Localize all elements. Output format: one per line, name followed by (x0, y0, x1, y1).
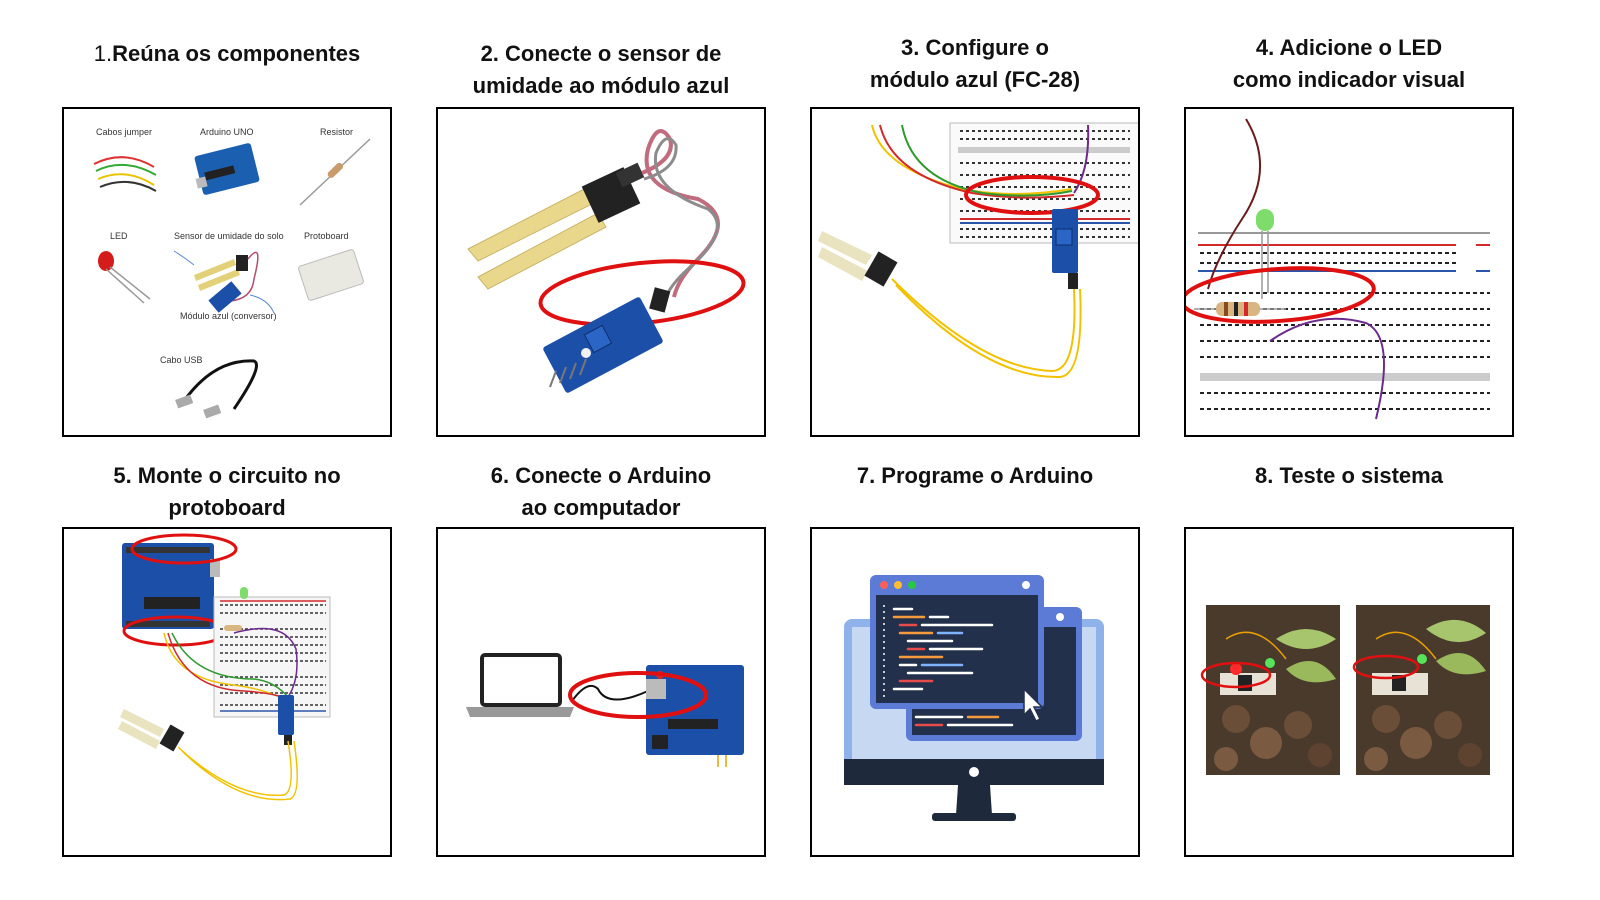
arduino-board-icon (194, 143, 260, 195)
label-led: LED (110, 231, 128, 241)
highlight-circle (964, 175, 1100, 215)
highlight-circle (568, 671, 708, 719)
green-led-icon (240, 587, 248, 599)
step-1-frame: Cabos jumper Arduino UNO Resistor LED Se… (62, 107, 392, 437)
step-1-number: 1. (93, 41, 113, 66)
resistor-icon (299, 138, 371, 206)
arduino-board-icon (646, 665, 744, 755)
cursor-icon (1023, 687, 1044, 723)
green-led-icon (1256, 209, 1274, 299)
step-1-title-text: Reúna os componentes (112, 41, 361, 66)
step-8-title: 8. Teste o sistema (1164, 460, 1534, 492)
step-5-frame (62, 527, 392, 857)
highlight-circle (1186, 266, 1376, 324)
step-2-frame (436, 107, 766, 437)
breadboard-icon (1198, 232, 1490, 410)
step-5-title-line1: 5. Monte o circuito no (113, 463, 341, 488)
wires-icon (871, 124, 1090, 199)
label-usb: Cabo USB (160, 355, 203, 365)
module-icon (208, 281, 275, 314)
step-5-title: 5. Monte o circuito no protoboard (42, 460, 412, 524)
yellow-wires-icon (177, 740, 298, 801)
step-6-title-line1: 6. Conecte o Arduino (490, 463, 712, 488)
protoboard-icon (298, 249, 364, 301)
step-1-title: 1.Reúna os componentes (42, 38, 412, 70)
sensor-connection-illustration (467, 129, 746, 393)
led-icon (98, 251, 151, 304)
step-6-frame (436, 527, 766, 857)
system-test-photos (1200, 605, 1490, 775)
breadboard-icon (213, 596, 331, 718)
label-arduino: Arduino UNO (200, 127, 254, 137)
wire-ends (717, 755, 727, 767)
step-6-title-line2: ao computador (521, 495, 681, 520)
step-3-frame (810, 107, 1140, 437)
usb-cable-icon (175, 359, 258, 419)
module-configuration-illustration (818, 122, 1138, 379)
wires-icon (163, 627, 298, 700)
circuit-assembly-illustration (118, 533, 331, 801)
programming-illustration (844, 575, 1104, 821)
label-module: Módulo azul (conversor) (180, 311, 277, 321)
step-4-title-line2: como indicador visual (1232, 67, 1466, 92)
laptop-icon (466, 653, 574, 717)
fc28-module-icon (1052, 209, 1078, 289)
fc28-module-icon (278, 695, 294, 745)
step-4-title-line1: 4. Adicione o LED (1255, 35, 1443, 60)
jumper-wires-icon (93, 156, 157, 198)
fc28-module-icon (543, 297, 663, 393)
label-soil-sensor: Sensor de umidade do solo (174, 231, 284, 241)
soil-sensor-probe-icon (118, 709, 185, 752)
highlight-circle-right (1352, 654, 1420, 680)
step-2-title: 2. Conecte o sensor de umidade ao módulo… (416, 38, 786, 102)
jumper-cable-icon (641, 129, 720, 313)
usb-cable-icon (571, 685, 649, 702)
step-7-title: 7. Programe o Arduino (790, 460, 1160, 492)
soil-sensor-icon (173, 250, 259, 302)
led-indicator-illustration (1186, 118, 1490, 420)
yellow-wires-icon (891, 278, 1082, 379)
step-4-title: 4. Adicione o LED como indicador visual (1164, 32, 1534, 96)
components-illustration: Cabos jumper Arduino UNO Resistor LED Se… (93, 127, 371, 419)
step-3-title-line1: 3. Configure o (901, 35, 1049, 60)
step-4-frame (1184, 107, 1514, 437)
step-2-title-line1: 2. Conecte o sensor de (480, 41, 722, 66)
step-7-frame (810, 527, 1140, 857)
soil-sensor-probe-icon (467, 162, 645, 290)
step-6-title: 6. Conecte o Arduino ao computador (416, 460, 786, 524)
dark-red-wire (1207, 118, 1262, 290)
test-photo-left (1200, 605, 1340, 775)
label-resistor: Resistor (320, 127, 353, 137)
arduino-computer-illustration (466, 653, 744, 767)
code-editor-window-icon (870, 575, 1044, 709)
purple-wire (1269, 317, 1385, 420)
highlight-circle-top (130, 533, 238, 565)
resistor-icon (224, 625, 242, 631)
step-8-title-line1: 8. Teste o sistema (1255, 463, 1443, 488)
step-5-title-line2: protoboard (168, 495, 286, 520)
highlight-circle-left (1200, 661, 1272, 689)
soil-sensor-probe-icon (818, 231, 898, 287)
step-2-title-line2: umidade ao módulo azul (472, 73, 730, 98)
label-protoboard: Protoboard (304, 231, 349, 241)
arduino-board-icon (122, 543, 220, 629)
back-window-code (914, 715, 1014, 727)
test-photo-right (1352, 605, 1490, 775)
resistor-icon (1194, 302, 1286, 316)
step-3-title-line2: módulo azul (FC-28) (869, 67, 1081, 92)
step-3-title: 3. Configure o módulo azul (FC-28) (790, 32, 1160, 96)
step-8-frame (1184, 527, 1514, 857)
label-jumper: Cabos jumper (96, 127, 152, 137)
step-7-title-line1: 7. Programe o Arduino (856, 463, 1094, 488)
